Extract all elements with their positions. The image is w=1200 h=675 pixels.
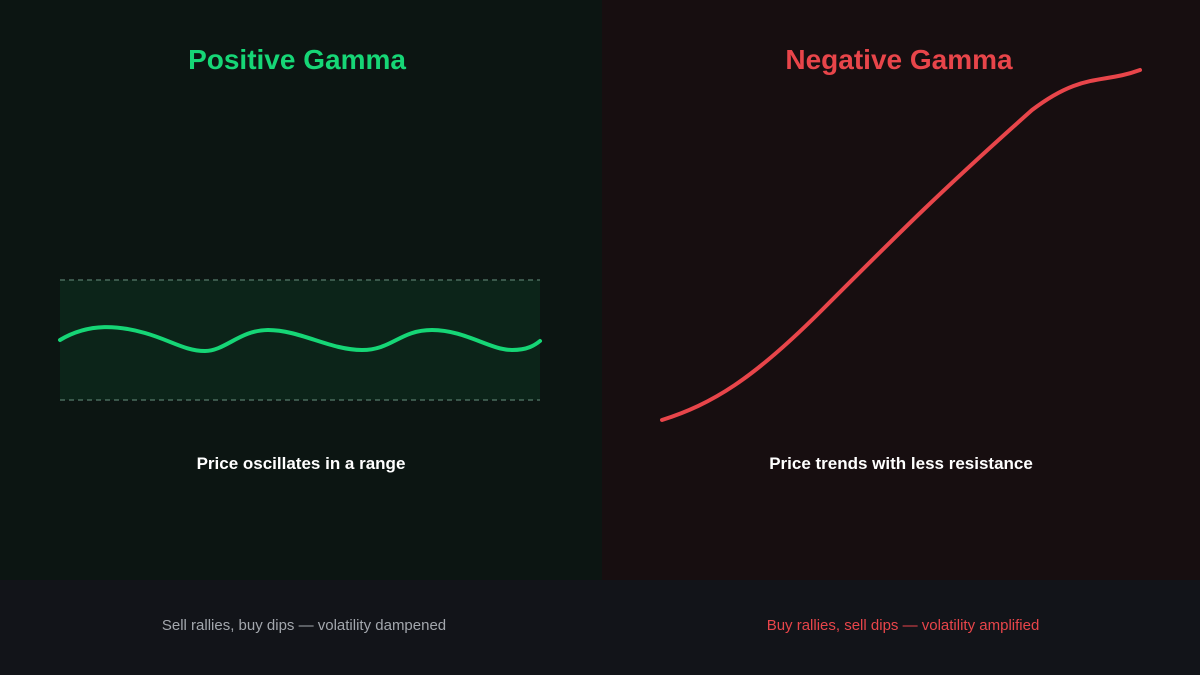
- negative-gamma-caption: Price trends with less resistance: [769, 454, 1033, 473]
- positive-gamma-footer-note: Sell rallies, buy dips — volatility damp…: [161, 617, 447, 634]
- negative-gamma-footer-note: Buy rallies, sell dips — volatility ampl…: [766, 617, 1040, 634]
- trending-price-line: [660, 68, 1142, 422]
- positive-gamma-panel: Positive Gamma Price oscillates in a ran…: [0, 0, 602, 580]
- footer-strip: Sell rallies, buy dips — volatility damp…: [0, 580, 1200, 675]
- oscillating-price-line: [58, 325, 542, 354]
- positive-gamma-caption: Price oscillates in a range: [196, 454, 406, 473]
- positive-gamma-plot: [58, 279, 542, 401]
- negative-gamma-title: Negative Gamma: [785, 44, 1013, 75]
- negative-gamma-panel: Negative Gamma Price trends with less re…: [602, 0, 1200, 580]
- negative-gamma-plot: [660, 68, 1142, 422]
- positive-gamma-title: Positive Gamma: [188, 44, 406, 75]
- price-range-band: [60, 280, 540, 400]
